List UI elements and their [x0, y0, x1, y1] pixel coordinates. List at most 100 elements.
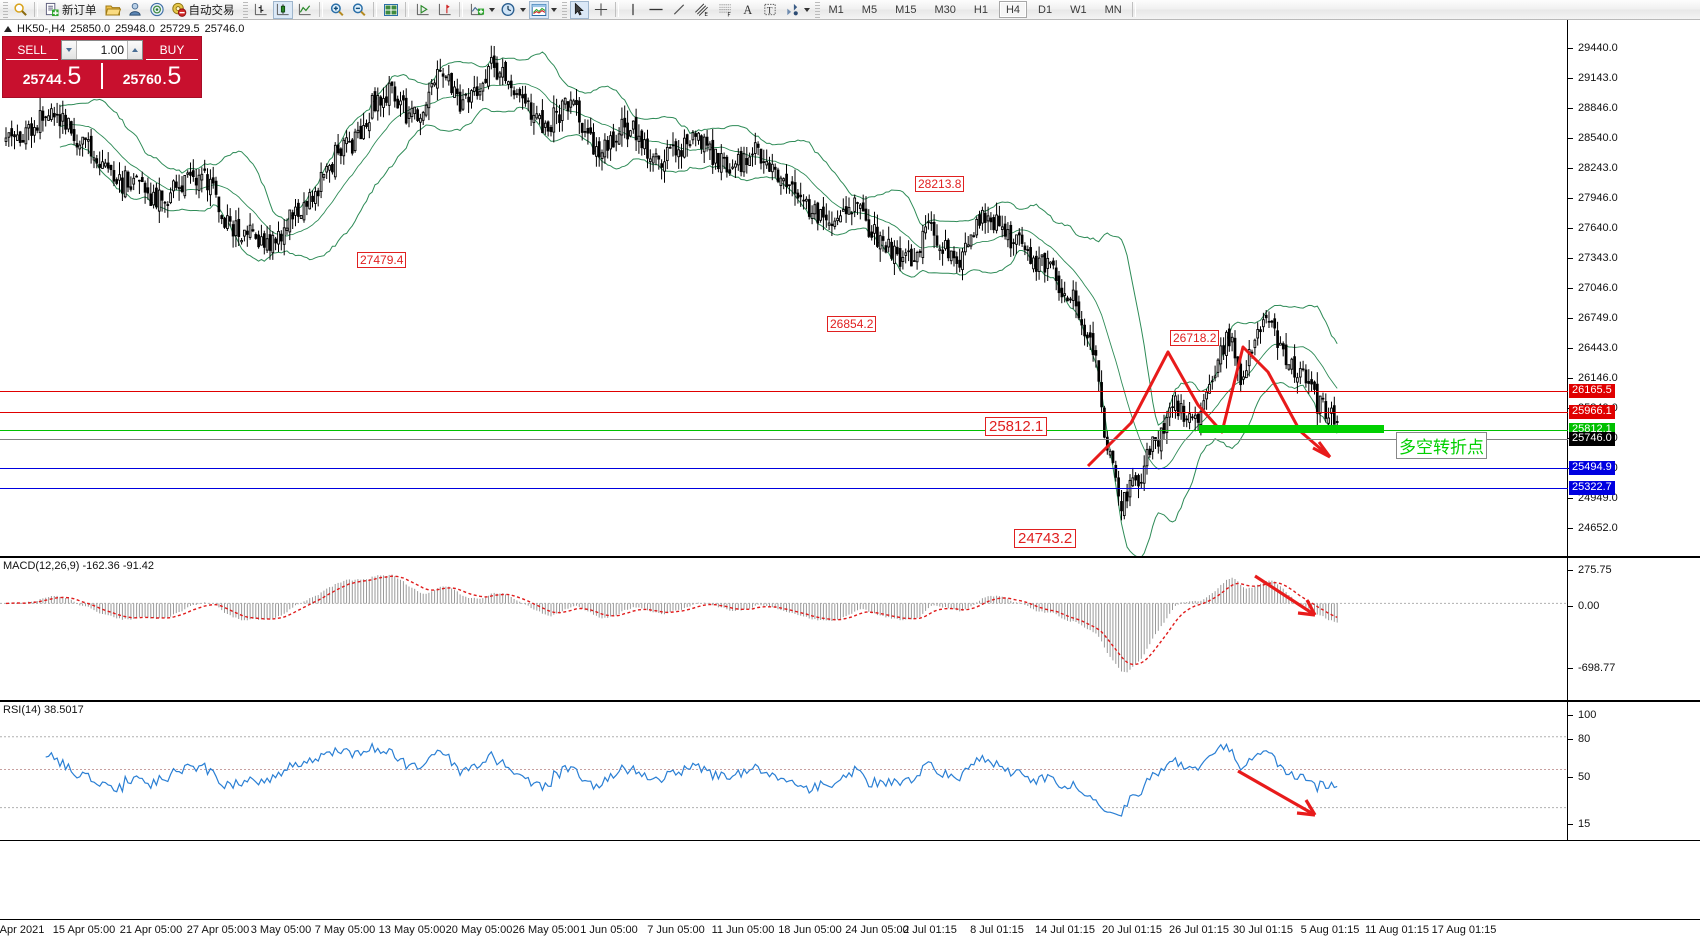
chart-shift-icon[interactable] [435, 1, 455, 19]
price-text-label[interactable]: 24743.2 [1014, 529, 1077, 548]
timeframe-w1[interactable]: W1 [1070, 3, 1087, 16]
timeframe-d1[interactable]: D1 [1038, 3, 1053, 16]
price-text-label[interactable]: 25812.1 [985, 417, 1048, 436]
price-pane[interactable]: 27479.4 28213.8 26854.2 26718.2 25812.1 24743… [0, 20, 1700, 557]
toolbar-separator-4 [404, 2, 409, 17]
volume-increase-button[interactable] [127, 41, 142, 59]
timeframe-h4[interactable]: H4 [998, 1, 1027, 18]
volume-stepper[interactable]: 1.00 [61, 40, 143, 60]
timeframe-m1[interactable]: M1 [828, 3, 844, 16]
price-level-line[interactable] [0, 488, 1568, 489]
candlestick-chart-icon[interactable] [272, 0, 293, 19]
timeframe-mn[interactable]: MN [1104, 3, 1122, 16]
price-marker-badge[interactable]: 25494.9 [1569, 461, 1615, 475]
crosshair-icon[interactable] [591, 1, 611, 19]
signals-icon[interactable] [147, 1, 167, 19]
time-axis-label: 13 May 05:00 [378, 924, 446, 936]
folder-icon[interactable] [103, 1, 123, 19]
time-axis-label: 18 Jun 05:00 [778, 924, 842, 936]
periods-clock-icon[interactable] [498, 1, 518, 19]
volume-value[interactable]: 1.00 [100, 43, 124, 57]
timeframe-bar: M1 M5 M15 M30 H1 H4 D1 W1 MN [822, 1, 1129, 18]
macd-plot[interactable]: MACD(12,26,9) -162.36 -91.42 [0, 558, 1568, 700]
zoom-in-icon[interactable] [327, 1, 347, 19]
price-text-label[interactable]: 28213.8 [915, 176, 965, 192]
magnifier-icon[interactable] [11, 1, 30, 19]
price-marker-badge[interactable]: 25322.7 [1569, 481, 1615, 495]
time-axis-label: 20 Jul 01:15 [1102, 924, 1162, 936]
price-text-label[interactable]: 26718.2 [1170, 330, 1220, 346]
buy-price[interactable]: 25760 . 5 [101, 63, 201, 89]
indicators-dropdown-arrow[interactable] [488, 7, 495, 12]
volume-decrease-button[interactable] [62, 41, 77, 59]
time-axis[interactable]: Apr 2021 15 Apr 05:00 21 Apr 05:00 27 Apr 0… [0, 919, 1700, 941]
rsi-tick: 50 [1568, 771, 1590, 783]
chart-area[interactable]: 27479.4 28213.8 26854.2 26718.2 25812.1 24743… [0, 20, 1700, 941]
rsi-scale[interactable]: 100 80 50 15 [1568, 702, 1700, 840]
chart-shift-grid-icon[interactable] [381, 1, 401, 19]
price-tick: 24949.0 [1568, 492, 1618, 504]
price-marker-badge[interactable]: 25746.0 [1569, 432, 1615, 446]
price-level-line[interactable] [0, 439, 1568, 440]
equidistant-channel-icon[interactable]: E [691, 1, 713, 19]
one-click-trading-panel[interactable]: SELL 1.00 BUY 25744 . 5 25760 . 5 [2, 36, 202, 98]
line-chart-icon[interactable] [295, 1, 315, 19]
toolbar-grip-charts[interactable] [242, 1, 248, 18]
bar-chart-icon[interactable] [251, 1, 271, 19]
rsi-plot[interactable]: RSI(14) 38.5017 [0, 702, 1568, 840]
new-order-button[interactable]: 新订单 [42, 1, 101, 19]
expert-advisor-icon[interactable] [125, 1, 145, 19]
price-level-line[interactable] [0, 468, 1568, 469]
text-label-icon[interactable]: T [760, 1, 780, 19]
sell-price[interactable]: 25744 . 5 [3, 63, 101, 89]
ohlc-close: 25746.0 [204, 23, 245, 35]
text-icon[interactable]: A [739, 1, 758, 19]
horizontal-line-icon[interactable] [645, 1, 667, 19]
price-level-line[interactable] [0, 430, 1568, 431]
sell-button[interactable]: SELL [6, 40, 58, 60]
zoom-out-icon[interactable] [349, 1, 369, 19]
ohlc-open: 25850.0 [70, 23, 111, 35]
price-level-line[interactable] [0, 412, 1568, 413]
autotrading-button[interactable]: 自动交易 [169, 1, 239, 19]
vertical-line-icon[interactable] [623, 1, 643, 19]
price-tick: 27640.0 [1568, 222, 1618, 234]
price-marker-badge[interactable]: 25966.1 [1569, 405, 1615, 419]
templates-icon[interactable] [528, 0, 549, 19]
macd-pane[interactable]: MACD(12,26,9) -162.36 -91.42 275.75 0.00 -… [0, 557, 1700, 701]
macd-label: MACD(12,26,9) -162.36 -91.42 [3, 560, 155, 572]
fibonacci-retracement-icon[interactable]: F [715, 1, 737, 19]
toolbar-grip-timeframes[interactable] [814, 1, 820, 18]
rsi-pane[interactable]: RSI(14) 38.5017 100 80 50 15 [0, 701, 1700, 841]
templates-dropdown-arrow[interactable] [550, 7, 557, 12]
price-text-label[interactable]: 27479.4 [357, 252, 407, 268]
trendline-icon[interactable] [669, 1, 689, 19]
price-scale[interactable]: 29440.0 29143.0 28846.0 28540.0 28243.0 27946… [1568, 20, 1700, 556]
toolbar-grip-linestudies[interactable] [561, 1, 567, 18]
price-tick: 28243.0 [1568, 162, 1618, 174]
shapes-dropdown-arrow[interactable] [803, 7, 810, 12]
price-level-line[interactable] [0, 391, 1568, 392]
macd-scale[interactable]: 275.75 0.00 -698.77 [1568, 558, 1700, 700]
cursor-arrow-icon[interactable] [569, 0, 589, 19]
timeframe-m5[interactable]: M5 [861, 3, 878, 16]
periods-dropdown-arrow[interactable] [519, 7, 526, 12]
indicators-icon[interactable] [467, 1, 487, 19]
shapes-arrows-icon[interactable] [782, 1, 802, 19]
toolbar-separator-end [1131, 2, 1136, 17]
timeframe-h1[interactable]: H1 [973, 3, 988, 16]
svg-text:A: A [743, 3, 752, 17]
rsi-series-svg [0, 736, 1568, 817]
price-series-svg [4, 45, 1339, 556]
price-plot[interactable]: 27479.4 28213.8 26854.2 26718.2 25812.1 24743… [0, 20, 1568, 556]
timeframe-m15[interactable]: M15 [895, 3, 917, 16]
price-marker-badge[interactable]: 26165.5 [1569, 384, 1615, 398]
auto-scroll-icon[interactable] [413, 1, 433, 19]
macd-tick: 0.00 [1568, 600, 1599, 612]
price-text-label[interactable]: 26854.2 [827, 316, 877, 332]
timeframe-m30[interactable]: M30 [934, 3, 956, 16]
toolbar-grip[interactable] [3, 1, 8, 18]
toolbar-separator-3 [372, 2, 377, 17]
buy-button[interactable]: BUY [146, 40, 198, 60]
